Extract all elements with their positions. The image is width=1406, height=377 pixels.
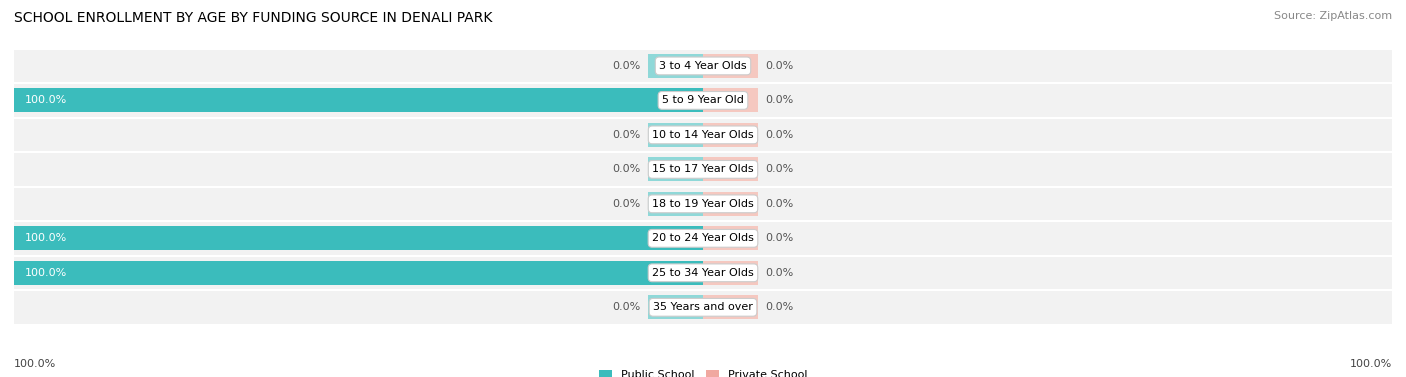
Text: 0.0%: 0.0% [613, 164, 641, 175]
Legend: Public School, Private School: Public School, Private School [595, 365, 811, 377]
Text: 5 to 9 Year Old: 5 to 9 Year Old [662, 95, 744, 106]
Bar [703, 157, 758, 181]
Bar [14, 118, 1392, 152]
Text: 0.0%: 0.0% [765, 130, 793, 140]
Bar [648, 295, 703, 319]
Text: 18 to 19 Year Olds: 18 to 19 Year Olds [652, 199, 754, 209]
Text: 25 to 34 Year Olds: 25 to 34 Year Olds [652, 268, 754, 278]
Text: 0.0%: 0.0% [613, 61, 641, 71]
Bar [14, 226, 703, 250]
Bar [703, 88, 758, 112]
Bar [648, 157, 703, 181]
Bar [14, 256, 1392, 290]
Bar [14, 88, 703, 112]
Text: 35 Years and over: 35 Years and over [652, 302, 754, 312]
Bar [14, 49, 1392, 83]
Text: 20 to 24 Year Olds: 20 to 24 Year Olds [652, 233, 754, 243]
Bar [703, 123, 758, 147]
Bar [703, 226, 758, 250]
Bar [703, 192, 758, 216]
Text: Source: ZipAtlas.com: Source: ZipAtlas.com [1274, 11, 1392, 21]
Bar [14, 221, 1392, 256]
Text: 0.0%: 0.0% [765, 164, 793, 175]
Text: 0.0%: 0.0% [613, 199, 641, 209]
Text: 0.0%: 0.0% [613, 130, 641, 140]
Text: SCHOOL ENROLLMENT BY AGE BY FUNDING SOURCE IN DENALI PARK: SCHOOL ENROLLMENT BY AGE BY FUNDING SOUR… [14, 11, 492, 25]
Text: 0.0%: 0.0% [765, 302, 793, 312]
Bar [703, 54, 758, 78]
Bar [14, 83, 1392, 118]
Bar [648, 192, 703, 216]
Bar [703, 295, 758, 319]
Text: 0.0%: 0.0% [765, 233, 793, 243]
Bar [14, 187, 1392, 221]
Bar [648, 123, 703, 147]
Bar [14, 152, 1392, 187]
Text: 100.0%: 100.0% [1350, 359, 1392, 369]
Text: 3 to 4 Year Olds: 3 to 4 Year Olds [659, 61, 747, 71]
Bar [14, 290, 1392, 325]
Bar [648, 54, 703, 78]
Text: 100.0%: 100.0% [14, 359, 56, 369]
Text: 15 to 17 Year Olds: 15 to 17 Year Olds [652, 164, 754, 175]
Bar [703, 261, 758, 285]
Text: 0.0%: 0.0% [765, 199, 793, 209]
Text: 0.0%: 0.0% [765, 95, 793, 106]
Text: 100.0%: 100.0% [24, 233, 66, 243]
Bar [14, 261, 703, 285]
Text: 0.0%: 0.0% [613, 302, 641, 312]
Text: 100.0%: 100.0% [24, 268, 66, 278]
Text: 100.0%: 100.0% [24, 95, 66, 106]
Text: 0.0%: 0.0% [765, 61, 793, 71]
Text: 10 to 14 Year Olds: 10 to 14 Year Olds [652, 130, 754, 140]
Text: 0.0%: 0.0% [765, 268, 793, 278]
